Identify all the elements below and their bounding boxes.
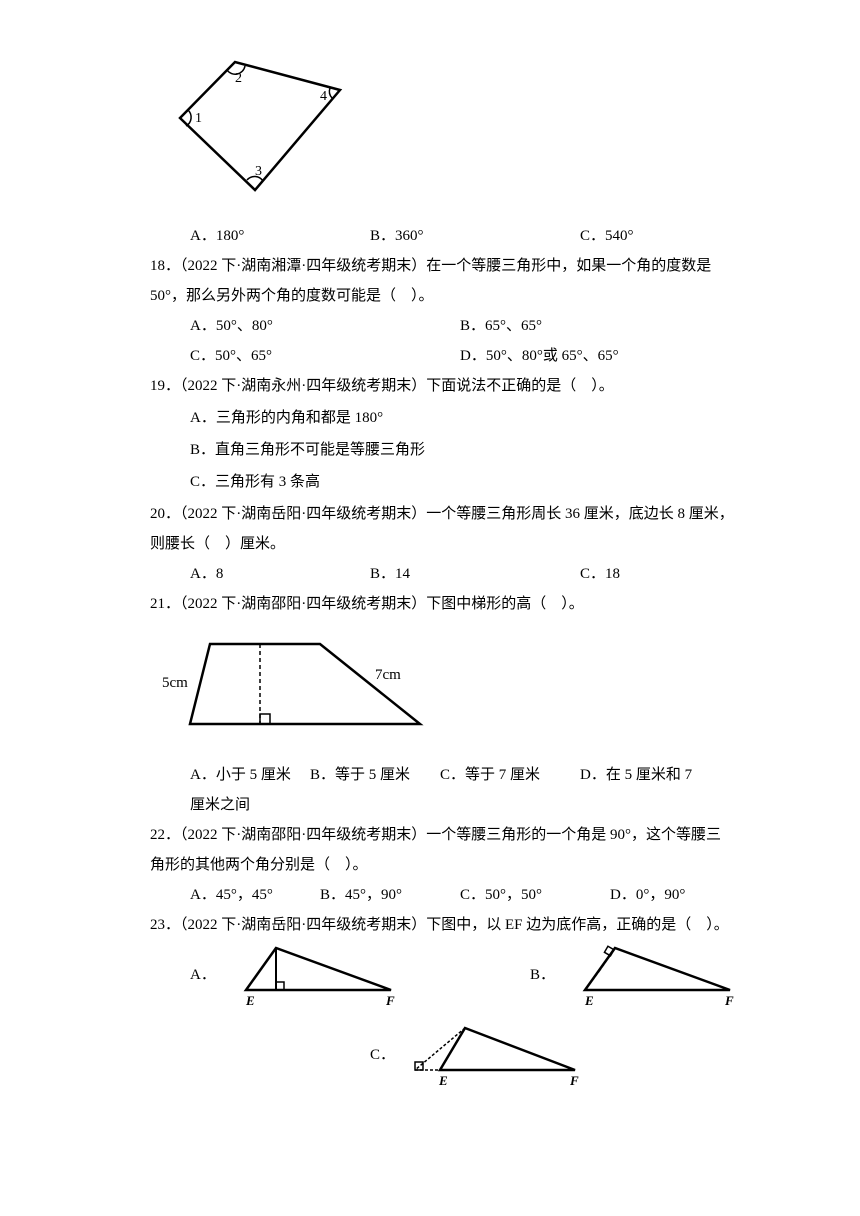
q19-option-a: A．三角形的内角和都是 180° [190, 403, 760, 433]
q18-option-a: A．50°、80° [190, 311, 460, 341]
q23-options: A． E F B． E F C． [100, 940, 760, 1090]
q20-cont: 则腰长（ ）厘米。 [100, 529, 760, 559]
q23-triangle-a: E F [221, 940, 401, 1010]
q17-option-b: B．360° [370, 221, 580, 251]
q19-option-c: C．三角形有 3 条高 [190, 467, 760, 497]
q18-options: A．50°、80° B．65°、65° C．50°、65° D．50°、80°或… [100, 311, 760, 371]
q21-trapezoid-diagram: 5cm 7cm [160, 629, 760, 750]
q17-option-c: C．540° [580, 221, 740, 251]
svg-text:F: F [724, 993, 734, 1008]
q20-options: A．8 B．14 C．18 [100, 559, 760, 589]
trapezoid-left-label: 5cm [162, 675, 188, 691]
q23-triangle-c: E F [395, 1020, 585, 1090]
angle-2-label: 2 [235, 71, 242, 86]
svg-text:E: E [245, 993, 255, 1008]
q22-option-c: C．50°，50° [460, 880, 610, 910]
q18-text: 18．（2022 下·湖南湘潭·四年级统考期末）在一个等腰三角形中，如果一个角的… [100, 251, 760, 281]
q21-option-d: D．在 5 厘米和 7 [580, 760, 740, 790]
q22-option-b: B．45°，90° [320, 880, 460, 910]
svg-text:E: E [584, 993, 594, 1008]
q22-cont: 角形的其他两个角分别是（ ）。 [100, 850, 760, 880]
q21-options: A．小于 5 厘米 B．等于 5 厘米 C．等于 7 厘米 D．在 5 厘米和 … [100, 760, 760, 790]
q23-label-a: A． [190, 960, 216, 990]
q19-options: A．三角形的内角和都是 180° B．直角三角形不可能是等腰三角形 C．三角形有… [100, 403, 760, 497]
q18-option-d: D．50°、80°或 65°、65° [460, 341, 619, 371]
angle-1-label: 1 [195, 111, 202, 126]
q21-option-c: C．等于 7 厘米 [440, 760, 580, 790]
q23-label-c: C． [370, 1040, 395, 1070]
q18-cont: 50°，那么另外两个角的度数可能是（ ）。 [100, 281, 760, 311]
q22-options: A．45°，45° B．45°，90° C．50°，50° D．0°，90° [100, 880, 760, 910]
q17-options: A．180° B．360° C．540° [100, 221, 760, 251]
q23-triangle-b: E F [560, 940, 740, 1010]
svg-text:F: F [569, 1073, 579, 1088]
q21-option-d-cont: 厘米之间 [100, 790, 760, 820]
q23-label-b: B． [530, 960, 555, 990]
q17-quadrilateral-diagram: 1 2 3 4 [160, 50, 760, 211]
q21-option-b: B．等于 5 厘米 [310, 760, 440, 790]
q22-option-d: D．0°，90° [610, 880, 730, 910]
q17-option-a: A．180° [190, 221, 370, 251]
q19-option-b: B．直角三角形不可能是等腰三角形 [190, 435, 760, 465]
angle-4-label: 4 [320, 89, 327, 104]
q19-text: 19．（2022 下·湖南永州·四年级统考期末）下面说法不正确的是（ ）。 [100, 371, 760, 401]
q20-option-c: C．18 [580, 559, 740, 589]
q21-text: 21．（2022 下·湖南邵阳·四年级统考期末）下图中梯形的高（ ）。 [100, 589, 760, 619]
q18-option-b: B．65°、65° [460, 311, 542, 341]
q20-text: 20．（2022 下·湖南岳阳·四年级统考期末）一个等腰三角形周长 36 厘米，… [100, 499, 760, 529]
q22-text: 22．（2022 下·湖南邵阳·四年级统考期末）一个等腰三角形的一个角是 90°… [100, 820, 760, 850]
svg-text:F: F [385, 993, 395, 1008]
q20-option-b: B．14 [370, 559, 580, 589]
svg-text:E: E [438, 1073, 448, 1088]
q21-option-a: A．小于 5 厘米 [190, 760, 310, 790]
q18-option-c: C．50°、65° [190, 341, 460, 371]
q22-option-a: A．45°，45° [190, 880, 320, 910]
q20-option-a: A．8 [190, 559, 370, 589]
angle-3-label: 3 [255, 164, 262, 179]
trapezoid-right-label: 7cm [375, 667, 401, 683]
q23-text: 23．（2022 下·湖南岳阳·四年级统考期末）下图中，以 EF 边为底作高，正… [100, 910, 760, 940]
